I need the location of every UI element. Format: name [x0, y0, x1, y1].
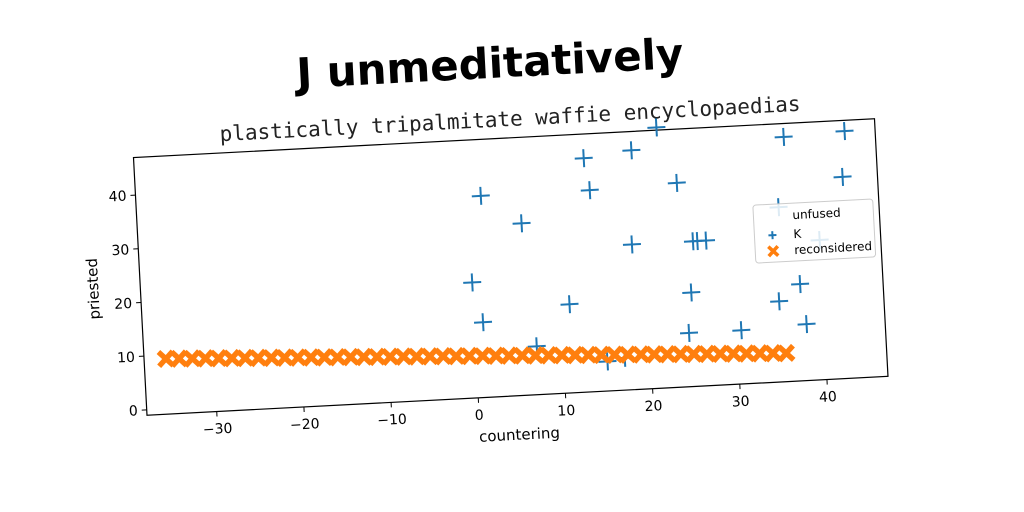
- scatter-point-plus: [463, 273, 482, 292]
- chart-title: J unmeditatively: [292, 29, 684, 98]
- scatter-point-plus: [774, 127, 793, 146]
- legend-title: unfused: [792, 206, 841, 223]
- scatter-point-plus: [560, 295, 579, 314]
- legend-box: [752, 198, 877, 264]
- x-axis-label: countering: [479, 424, 561, 446]
- scatter-point-plus: [833, 167, 852, 186]
- x-tick-label: 30: [731, 394, 750, 411]
- data-marks: [156, 118, 854, 371]
- scatter-point-plus: [473, 313, 493, 332]
- scatter-point-plus: [574, 149, 593, 168]
- y-tick-label: 30: [111, 242, 130, 259]
- x-tick-label: −20: [290, 416, 320, 434]
- scatter-point-plus: [580, 181, 599, 200]
- y-axis-label: priested: [83, 258, 104, 320]
- scatter-point-plus: [732, 321, 751, 340]
- x-tick-label: 10: [557, 403, 576, 420]
- x-tick-label: 20: [644, 398, 663, 415]
- legend-label-reconsidered: reconsidered: [794, 239, 872, 257]
- scatter-point-plus: [667, 173, 686, 192]
- scatter-point-plus: [471, 186, 490, 205]
- scatter-point-plus: [797, 315, 816, 334]
- x-axis: −30 −20 −10 0 10 20 30 40: [203, 379, 838, 439]
- x-tick-label: 0: [474, 408, 484, 424]
- legend-marker-k: [768, 231, 777, 240]
- scatter-point-plus: [696, 231, 716, 250]
- scatter-point-plus: [622, 235, 641, 254]
- legend-marker-reconsidered: [767, 245, 780, 258]
- scatter-point-plus: [512, 214, 531, 233]
- scatter-point-plus: [622, 141, 641, 160]
- y-tick-label: 20: [114, 296, 133, 313]
- scatter-point-plus: [770, 292, 789, 311]
- x-tick-label: 40: [819, 389, 838, 406]
- legend-label-k: K: [793, 227, 803, 241]
- scatter-point-plus: [682, 283, 701, 302]
- scatter-point-x: [776, 343, 796, 363]
- x-tick-label: −10: [377, 412, 407, 430]
- y-tick-label: 0: [128, 403, 138, 419]
- y-tick-label: 40: [108, 189, 127, 206]
- scatter-point-plus: [835, 122, 854, 141]
- y-tick-label: 10: [117, 350, 136, 367]
- y-axis: 0 10 20 30 40: [108, 189, 147, 420]
- scatter-point-plus: [791, 275, 810, 294]
- x-tick-label: −30: [203, 421, 233, 439]
- axes-frame: [132, 118, 889, 416]
- scatter-point-plus: [647, 118, 666, 137]
- scatter-point-plus: [679, 323, 699, 343]
